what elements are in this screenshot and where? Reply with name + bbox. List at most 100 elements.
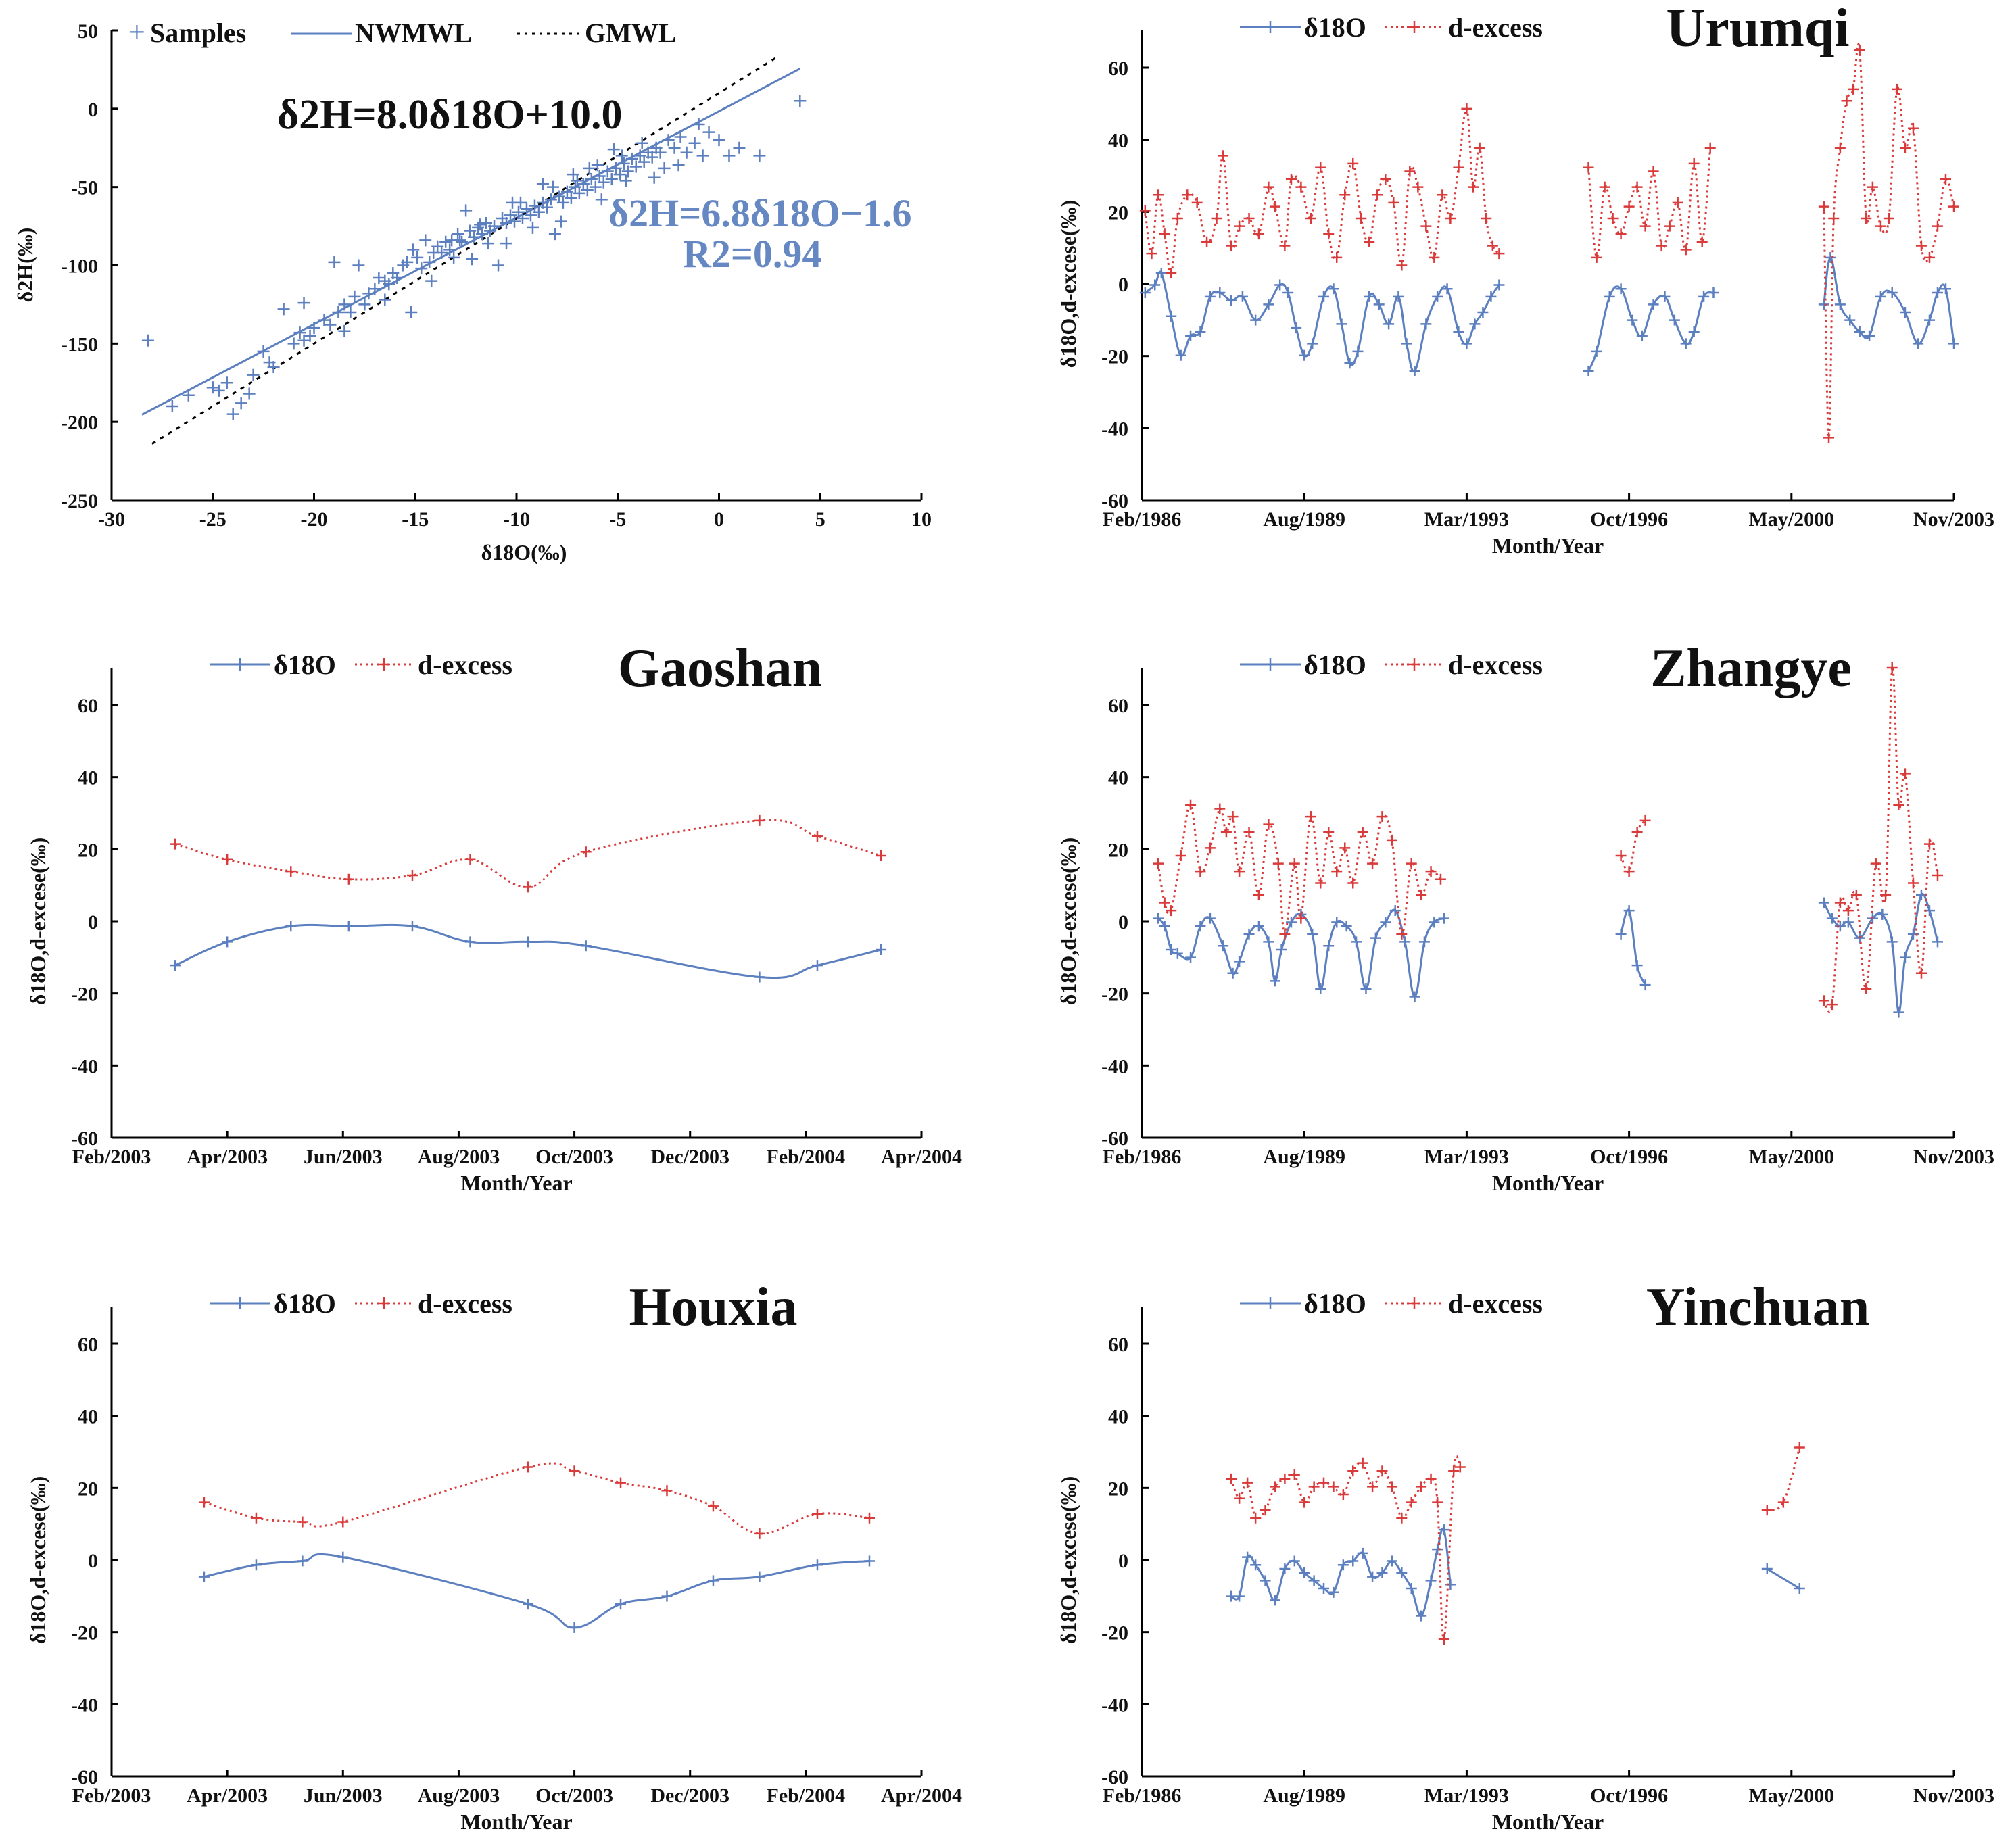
legend-samples-marker: + xyxy=(128,16,145,49)
sample-point xyxy=(257,345,270,358)
yinchuan-dexcess-point xyxy=(1425,1473,1437,1484)
sample-point xyxy=(585,173,598,186)
yinchuan-dexcess-point xyxy=(1376,1465,1388,1477)
x-tick-label: Apr/2004 xyxy=(881,1146,962,1168)
gaoshan-d18o-point xyxy=(523,936,534,948)
gaoshan-dexcess-point xyxy=(222,854,233,865)
yinchuan-d18o-line xyxy=(1230,1527,1452,1618)
zhangye-dexcess-point xyxy=(1220,827,1232,838)
urumqi-dexcess-point xyxy=(1854,44,1865,55)
sample-point xyxy=(352,259,365,272)
zhangye-d18o-point xyxy=(1907,928,1919,940)
sample-point xyxy=(379,293,391,306)
urumqi-d18o-point xyxy=(1698,291,1710,302)
zhangye-dexcess-point xyxy=(1195,866,1206,877)
legend-d18o-marker xyxy=(1264,1297,1276,1309)
urumqi-d18o-point xyxy=(1139,287,1151,299)
sample-point xyxy=(723,149,736,162)
urumqi-dexcess-point xyxy=(1907,122,1919,134)
sample-point xyxy=(595,193,608,206)
sample-point xyxy=(615,149,628,162)
yinchuan-dexcess-point xyxy=(1250,1512,1262,1524)
x-tick-label: -25 xyxy=(199,508,226,531)
legend-dexcess-label: d-excess xyxy=(1448,12,1543,43)
urumqi-dexcess-point xyxy=(1172,213,1183,224)
zhangye-dexcess-point xyxy=(1396,928,1408,940)
zhangye-d18o-point xyxy=(1323,940,1335,952)
sample-point xyxy=(702,126,715,139)
legend-nwmwl-label: NWMWL xyxy=(355,18,472,48)
urumqi-d18o-point xyxy=(1373,299,1385,310)
x-tick-label: Mar/1993 xyxy=(1424,508,1509,531)
legend-dexcess-marker xyxy=(1408,21,1420,33)
yinchuan-dexcess-point xyxy=(1260,1505,1271,1516)
sample-point xyxy=(166,400,178,412)
sample-point xyxy=(480,216,493,229)
sample-point xyxy=(308,322,320,335)
urumqi-legend: δ18O d-excess xyxy=(1240,12,1543,43)
y-tick-label: -40 xyxy=(1101,1055,1128,1077)
sample-point xyxy=(526,221,539,234)
urumqi-d18o-point xyxy=(1875,291,1886,302)
legend-dexcess-marker xyxy=(1408,1297,1420,1309)
urumqi-d18o-point xyxy=(1708,287,1719,299)
urumqi-dexcess-line xyxy=(1144,107,1500,274)
zhangye-dexcess-point xyxy=(1615,850,1627,861)
zhangye-d18o-line xyxy=(1620,908,1647,986)
sample-point xyxy=(472,221,485,234)
urumqi-dexcess-point xyxy=(1648,166,1659,177)
zhangye-dexcess-point xyxy=(1315,877,1326,889)
zhangye-d18o-point xyxy=(1639,979,1651,991)
urumqi-d18o-point xyxy=(1688,326,1700,337)
sample-point xyxy=(338,324,351,337)
y-tick-label: 0 xyxy=(88,99,98,121)
yinchuan-dexcess-point xyxy=(1279,1473,1291,1484)
sample-point xyxy=(391,272,404,285)
x-tick-label: Apr/2003 xyxy=(187,1784,268,1807)
urumqi-dexcess-point xyxy=(1841,95,1852,107)
x-tick-label: Jun/2003 xyxy=(304,1784,383,1807)
x-tick-label: Aug/2003 xyxy=(418,1146,500,1168)
sample-point xyxy=(672,159,685,172)
urumqi-d18o-point xyxy=(1453,326,1464,337)
zhangye-d18o-point xyxy=(1341,921,1352,932)
sample-point xyxy=(680,146,693,159)
y-tick-label: -20 xyxy=(71,1622,98,1645)
zhangye-d18o-point xyxy=(1389,905,1401,917)
urumqi-dexcess-point xyxy=(1372,189,1383,201)
urumqi-d18o-point xyxy=(1185,330,1197,341)
gaoshan-title: Gaoshan xyxy=(618,639,822,698)
sample-point xyxy=(556,196,569,209)
zhangye-dexcess-point xyxy=(1185,799,1197,810)
zhangye-d18o-point xyxy=(1218,940,1229,952)
gaoshan-d18o-point xyxy=(170,960,181,971)
sample-point xyxy=(621,165,634,178)
zhangye-dexcess-point xyxy=(1279,928,1291,940)
urumqi-d18o-point xyxy=(1401,338,1412,349)
zhangye-dexcess-point xyxy=(1295,913,1307,924)
urumqi-d18o-point xyxy=(1307,338,1318,349)
sample-point xyxy=(583,162,596,174)
zhangye-dexcess-point xyxy=(1907,877,1919,889)
urumqi-dexcess-point xyxy=(1364,236,1375,247)
yinchuan-dexcess-point xyxy=(1318,1477,1330,1488)
zhangye-dexcess-point xyxy=(1631,827,1643,838)
sample-point xyxy=(524,209,537,222)
houxia-d18o-line xyxy=(203,1553,870,1629)
sample-point xyxy=(648,171,661,184)
x-tick-label: 10 xyxy=(911,508,932,531)
x-tick-label: Feb/2003 xyxy=(72,1146,151,1168)
urumqi-dexcess-line xyxy=(1823,43,1955,439)
y-tick-label: -200 xyxy=(61,412,98,434)
sample-point xyxy=(368,283,381,295)
x-tick-label: Oct/1996 xyxy=(1590,508,1668,531)
x-tick-label: Mar/1993 xyxy=(1424,1146,1509,1168)
yinchuan-d18o-point xyxy=(1234,1590,1245,1602)
sample-point xyxy=(571,174,583,187)
sample-point xyxy=(226,408,239,420)
zhangye-dexcess-point xyxy=(1886,662,1898,673)
urumqi-dexcess-point xyxy=(1166,268,1177,279)
